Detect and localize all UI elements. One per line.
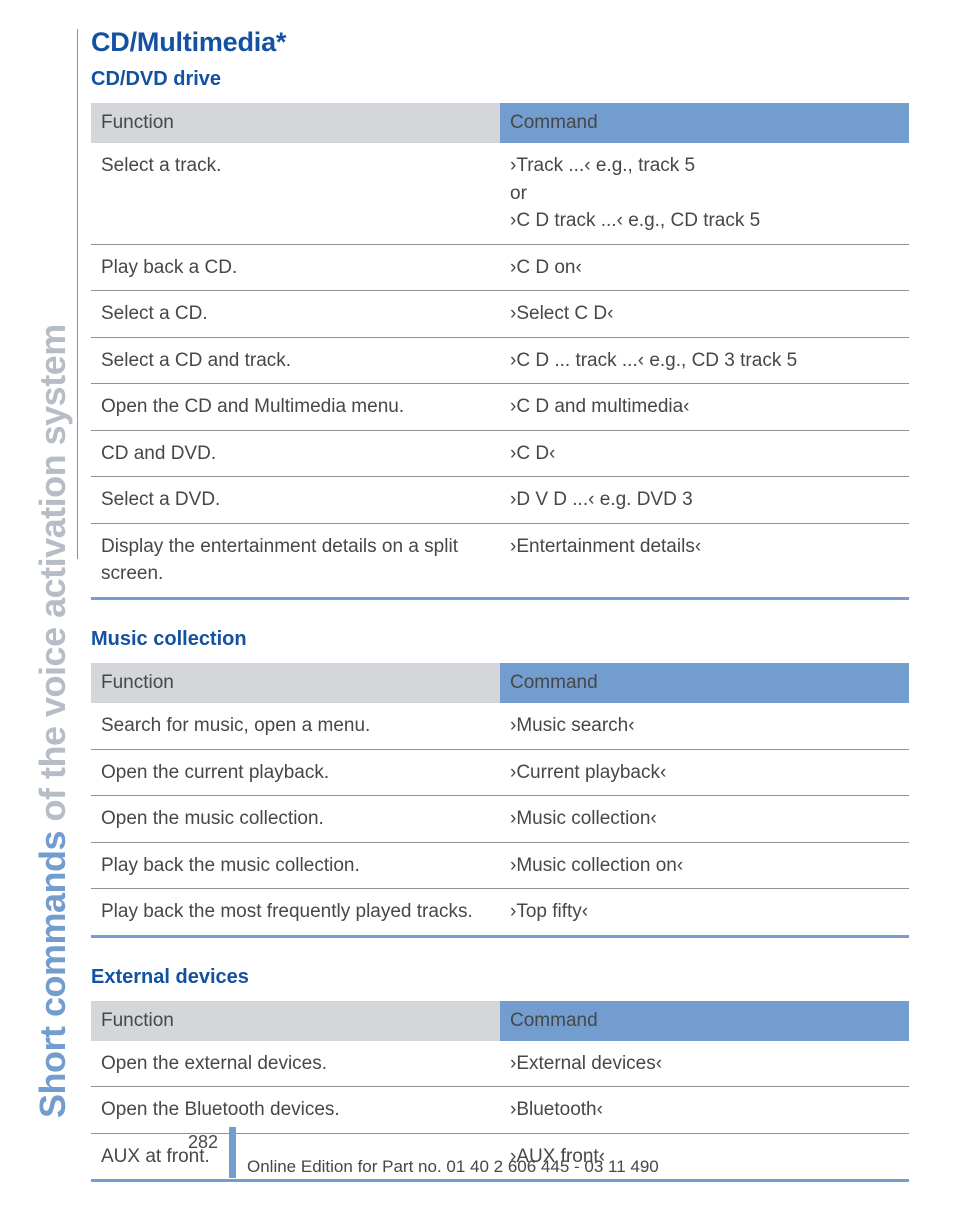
cell-function: Open the CD and Multimedia menu. bbox=[91, 384, 500, 431]
cell-command: ›Select C D‹ bbox=[500, 291, 909, 338]
cell-function: Select a track. bbox=[91, 143, 500, 244]
col-function: Function bbox=[91, 103, 500, 143]
table-external: Function Command Open the external devic… bbox=[91, 1001, 909, 1183]
block-cd-dvd: CD/DVD drive Function Command Select a t… bbox=[91, 68, 909, 600]
page-mark bbox=[229, 1127, 236, 1178]
col-function: Function bbox=[91, 1001, 500, 1041]
cell-command: ›Current playback‹ bbox=[500, 749, 909, 796]
cell-function: Open the music collection. bbox=[91, 796, 500, 843]
table-row: Open the CD and Multimedia menu.›C D and… bbox=[91, 384, 909, 431]
table-row: Play back the music collection.›Music co… bbox=[91, 842, 909, 889]
cell-function: Open the current playback. bbox=[91, 749, 500, 796]
sub-title-external: External devices bbox=[91, 966, 909, 989]
cell-command: ›Top fifty‹ bbox=[500, 889, 909, 937]
table-row: Display the entertainment details on a s… bbox=[91, 523, 909, 598]
cell-function: Display the entertainment details on a s… bbox=[91, 523, 500, 598]
col-command: Command bbox=[500, 1001, 909, 1041]
table-body: Search for music, open a menu.›Music sea… bbox=[91, 703, 909, 936]
cell-command: ›C D and multimedia‹ bbox=[500, 384, 909, 431]
sub-title-cd-dvd: CD/DVD drive bbox=[91, 68, 909, 91]
table-row: CD and DVD.›C D‹ bbox=[91, 430, 909, 477]
table-row: Select a track.›Track ...‹ e.g., track 5… bbox=[91, 143, 909, 244]
cell-function: Play back the most frequently played tra… bbox=[91, 889, 500, 937]
cell-command: ›Music collection‹ bbox=[500, 796, 909, 843]
table-row: Select a DVD.›D V D ...‹ e.g. DVD 3 bbox=[91, 477, 909, 524]
section-title: CD/Multimedia* bbox=[91, 27, 909, 58]
content-area: CD/Multimedia* CD/DVD drive Function Com… bbox=[91, 27, 909, 1210]
cell-command: ›D V D ...‹ e.g. DVD 3 bbox=[500, 477, 909, 524]
cell-function: Play back a CD. bbox=[91, 244, 500, 291]
cell-command: ›Bluetooth‹ bbox=[500, 1087, 909, 1134]
table-row: Play back a CD.›C D on‹ bbox=[91, 244, 909, 291]
cell-function: Play back the music collection. bbox=[91, 842, 500, 889]
table-row: Select a CD.›Select C D‹ bbox=[91, 291, 909, 338]
cell-function: Select a DVD. bbox=[91, 477, 500, 524]
side-title-muted: of the voice activation system bbox=[32, 324, 73, 831]
table-cd-dvd: Function Command Select a track.›Track .… bbox=[91, 103, 909, 600]
table-music: Function Command Search for music, open … bbox=[91, 663, 909, 938]
table-body: Select a track.›Track ...‹ e.g., track 5… bbox=[91, 143, 909, 599]
cell-function: Select a CD and track. bbox=[91, 337, 500, 384]
cell-command: ›C D on‹ bbox=[500, 244, 909, 291]
table-row: Play back the most frequently played tra… bbox=[91, 889, 909, 937]
cell-function: Search for music, open a menu. bbox=[91, 703, 500, 749]
col-command: Command bbox=[500, 663, 909, 703]
cell-function: CD and DVD. bbox=[91, 430, 500, 477]
cell-command: ›C D‹ bbox=[500, 430, 909, 477]
side-title: Short commands of the voice activation s… bbox=[32, 324, 74, 1118]
side-title-accent: Short commands bbox=[32, 831, 73, 1118]
table-row: Open the music collection.›Music collect… bbox=[91, 796, 909, 843]
page-number: 282 bbox=[188, 1132, 218, 1153]
table-row: Open the Bluetooth devices.›Bluetooth‹ bbox=[91, 1087, 909, 1134]
table-row: Search for music, open a menu.›Music sea… bbox=[91, 703, 909, 749]
cell-command: ›Entertainment details‹ bbox=[500, 523, 909, 598]
cell-command: ›External devices‹ bbox=[500, 1041, 909, 1087]
cell-command: ›Music search‹ bbox=[500, 703, 909, 749]
footer-text: Online Edition for Part no. 01 40 2 606 … bbox=[247, 1157, 659, 1177]
cell-command: ›Music collection on‹ bbox=[500, 842, 909, 889]
cell-command: ›Track ...‹ e.g., track 5or›C D track ..… bbox=[500, 143, 909, 244]
sub-title-music: Music collection bbox=[91, 628, 909, 651]
cell-command: ›C D ... track ...‹ e.g., CD 3 track 5 bbox=[500, 337, 909, 384]
cell-function: Select a CD. bbox=[91, 291, 500, 338]
col-function: Function bbox=[91, 663, 500, 703]
table-row: Open the external devices.›External devi… bbox=[91, 1041, 909, 1087]
table-row: Select a CD and track.›C D ... track ...… bbox=[91, 337, 909, 384]
cell-function: Open the Bluetooth devices. bbox=[91, 1087, 500, 1134]
col-command: Command bbox=[500, 103, 909, 143]
cell-function: Open the external devices. bbox=[91, 1041, 500, 1087]
table-row: Open the current playback.›Current playb… bbox=[91, 749, 909, 796]
block-music: Music collection Function Command Search… bbox=[91, 628, 909, 938]
side-rule bbox=[77, 29, 78, 559]
